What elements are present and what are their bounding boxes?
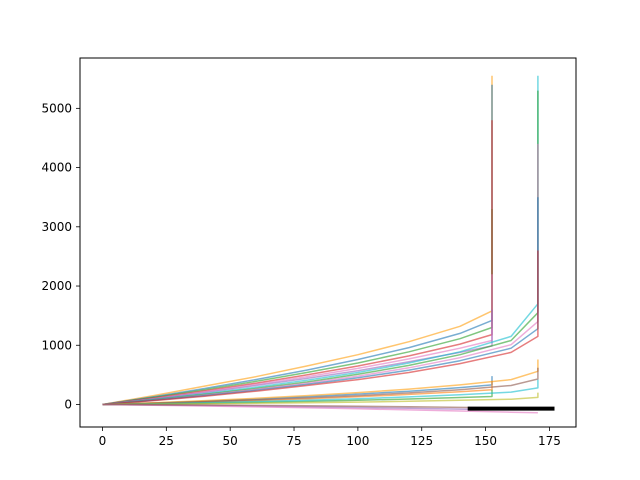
y-tick-label: 0: [64, 397, 72, 411]
series-line-17: [102, 392, 539, 406]
y-tick-label: 5000: [41, 101, 72, 115]
x-tick-label: 100: [346, 434, 369, 448]
y-tick-label: 4000: [41, 161, 72, 175]
plot-frame: [79, 57, 577, 428]
series-line-5: [102, 309, 493, 406]
x-tick-label: 50: [223, 434, 238, 448]
series-layer: [102, 75, 555, 414]
y-axis: 0 1000 2000 3000 4000 5000: [41, 101, 80, 411]
y-tick-label: 2000: [41, 279, 72, 293]
x-tick-label: 75: [286, 434, 301, 448]
x-tick-label: 125: [410, 434, 433, 448]
x-tick-label: 175: [538, 434, 561, 448]
y-tick-label: 3000: [41, 220, 72, 234]
series-line-2: [102, 209, 493, 406]
x-tick-label: 0: [99, 434, 107, 448]
series-line-10: [102, 250, 539, 406]
series-line-0: [102, 75, 493, 406]
y-tick-label: 1000: [41, 338, 72, 352]
series-line-14: [102, 359, 539, 406]
series-line-16: [102, 379, 539, 406]
x-tick-label: 150: [474, 434, 497, 448]
x-tick-label: 25: [159, 434, 174, 448]
series-line-15: [102, 367, 539, 406]
series-line-1: [102, 84, 493, 406]
x-axis: 0 25 50 75 100 125 150 175: [99, 427, 561, 448]
